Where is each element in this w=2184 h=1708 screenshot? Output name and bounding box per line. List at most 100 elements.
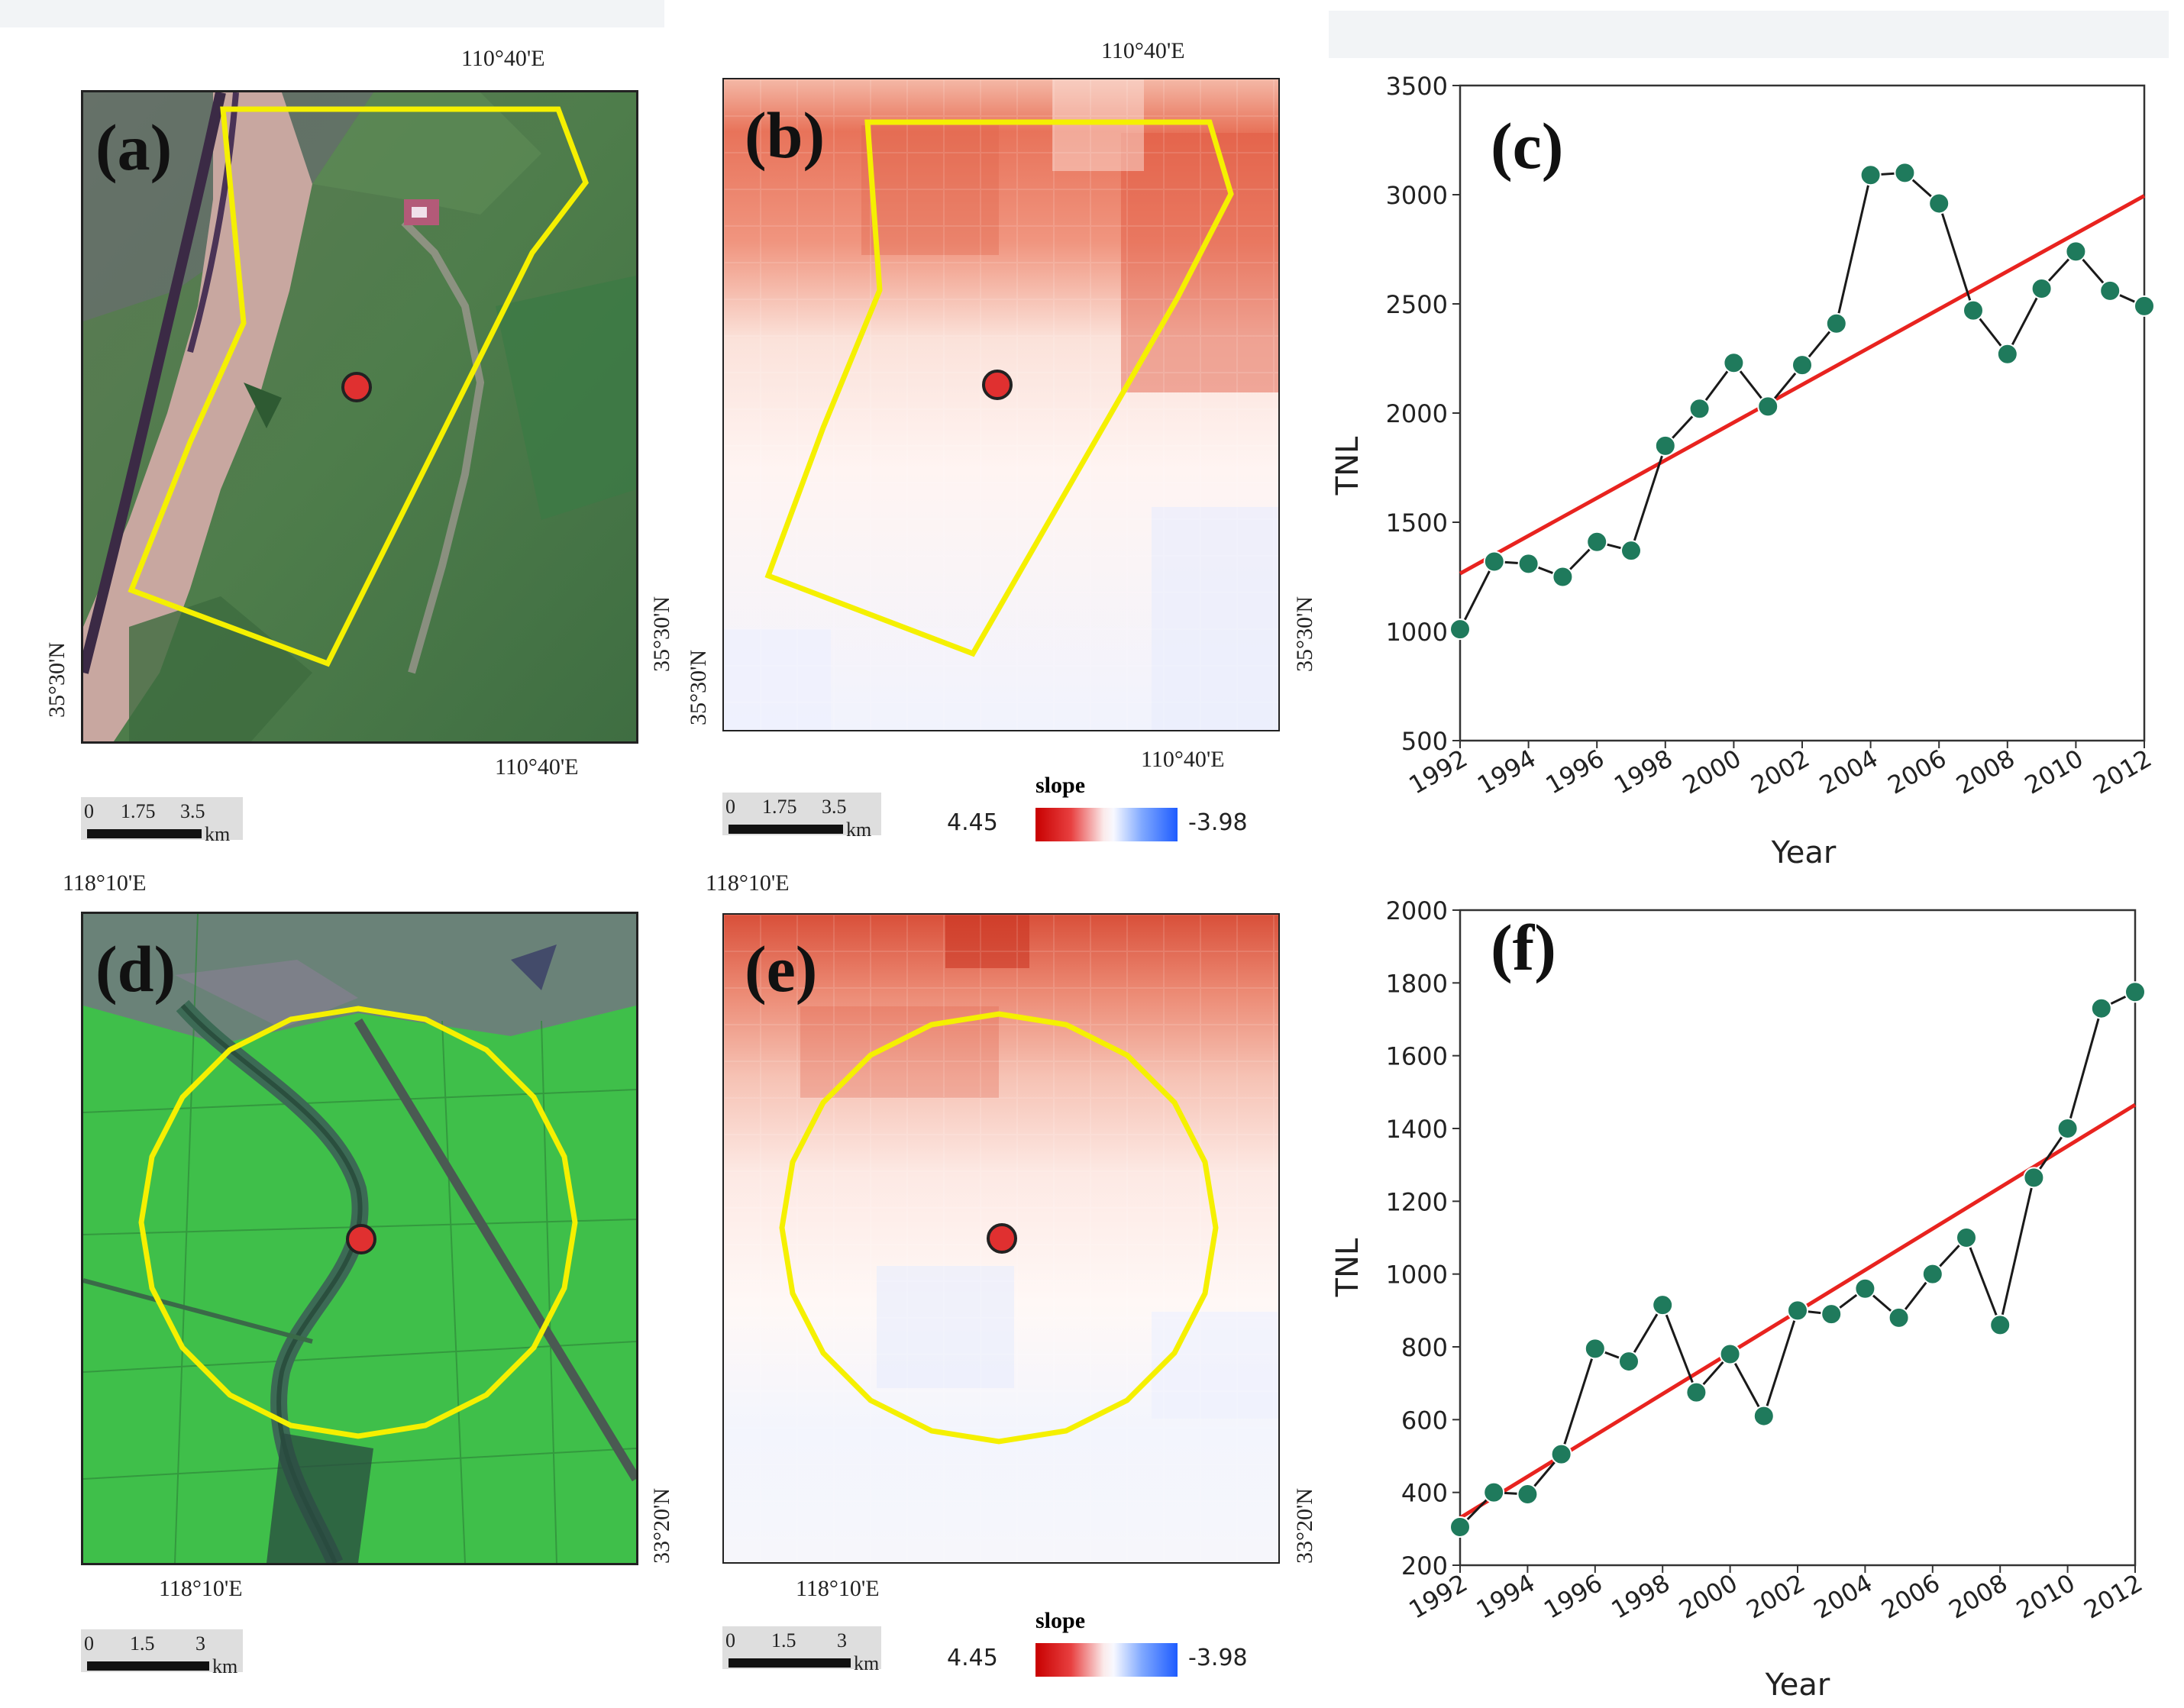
x-tick-label-c-2012: 2012 [2088, 744, 2157, 800]
data-point-c-2011 [2099, 279, 2121, 302]
data-point-c-1994 [1517, 553, 1539, 575]
data-point-c-2001 [1757, 396, 1779, 418]
panel-label-b: (b) [745, 98, 825, 172]
satellite-image-d [83, 914, 636, 1563]
lat-right-e: 33°20'N [1292, 1487, 1317, 1564]
lon-bottom-b: 110°40'E [1141, 747, 1225, 772]
data-point-f-1999 [1685, 1381, 1707, 1403]
data-point-c-2009 [2031, 277, 2053, 299]
scalebar-a-t2: 3.5 [180, 800, 205, 822]
scalebar-d-t2: 3 [195, 1632, 205, 1655]
plot-frame-c [1459, 84, 2146, 742]
lat-right-b: 35°30'N [1292, 596, 1317, 672]
chart-c-ylabel: TNL [1330, 436, 1365, 496]
study-boundary-d [138, 1006, 578, 1439]
data-point-c-1999 [1688, 398, 1711, 420]
chart-c: 500 1000 1500 2000 2500 3000 3500 1992 1994 1996 1… [1329, 69, 2169, 897]
legend-max-top: 4.45 [947, 809, 998, 836]
panel-label-e: (e) [745, 932, 818, 1006]
data-point-c-2004 [1859, 164, 1882, 186]
x-tick-label-c-2010: 2010 [2020, 744, 2089, 800]
tnl-series-line-c [1459, 171, 2145, 630]
x-tick-label-f-2012: 2012 [2079, 1568, 2147, 1625]
lat-left-b: 35°30'N [686, 649, 711, 725]
tnl-chart-f: 2004006008001000120014001600180020001992… [1330, 896, 2147, 1703]
data-point-f-1992 [1449, 1516, 1471, 1538]
satellite-map-d [81, 912, 638, 1565]
scalebar-e-t0: 0 [725, 1629, 735, 1651]
x-tick-label-c-1994: 1994 [1472, 744, 1541, 800]
data-point-c-1992 [1449, 618, 1471, 641]
y-tick-label-f-1400: 1400 [1386, 1115, 1448, 1144]
data-point-c-2005 [1894, 162, 1916, 184]
scalebar-d-t0: 0 [84, 1632, 94, 1655]
data-point-c-2002 [1791, 354, 1813, 376]
x-tick-label-f-2004: 2004 [1809, 1568, 1878, 1625]
data-point-f-2011 [2090, 997, 2112, 1019]
legend-color-ramp-bottom [1035, 1643, 1178, 1677]
panel-label-d: (d) [95, 932, 176, 1006]
legend-color-ramp-top [1035, 808, 1178, 841]
data-point-f-2007 [1956, 1227, 1977, 1248]
lat-right-a: 35°30'N [649, 596, 674, 672]
x-tick-label-c-2002: 2002 [1746, 744, 1814, 800]
site-marker-a [341, 372, 372, 402]
scalebar-e-t1: 1.5 [771, 1629, 796, 1651]
x-tick-label-f-2000: 2000 [1674, 1568, 1743, 1625]
x-tick-label-c-2004: 2004 [1814, 744, 1883, 800]
data-point-f-1995 [1550, 1443, 1572, 1465]
y-tick-label-c-2000: 2000 [1386, 399, 1448, 428]
x-tick-label-f-2010: 2010 [2011, 1568, 2080, 1625]
legend-title-bottom: slope [1035, 1608, 1086, 1633]
study-boundary-b [764, 119, 1234, 657]
lon-top-a: 110°40'E [461, 46, 545, 71]
y-tick-label-f-400: 400 [1401, 1479, 1448, 1508]
chart-f-ylabel: TNL [1330, 1238, 1365, 1297]
y-tick-label-f-2000: 2000 [1386, 901, 1448, 925]
data-point-f-1993 [1483, 1481, 1505, 1503]
data-point-f-2010 [2056, 1118, 2079, 1139]
plot-frame-f [1459, 909, 2137, 1567]
site-marker-d [346, 1224, 376, 1254]
trend-line-c [1459, 194, 2146, 576]
study-boundary-a [128, 106, 589, 667]
y-tick-label-c-1000: 1000 [1386, 618, 1448, 647]
data-point-f-2012 [2124, 981, 2146, 1003]
scalebar-b-unit: km [846, 818, 872, 841]
x-tick-label-f-2006: 2006 [1876, 1568, 1945, 1625]
scalebar-b-t2: 3.5 [822, 796, 847, 818]
data-point-c-2010 [2065, 241, 2087, 263]
x-tick-label-c-1996: 1996 [1541, 744, 1610, 800]
panel-label-c: (c) [1491, 109, 1563, 182]
x-tick-label-f-1996: 1996 [1539, 1568, 1607, 1625]
y-tick-label-f-1800: 1800 [1386, 969, 1448, 998]
x-tick-label-c-2008: 2008 [1951, 744, 2020, 800]
y-tick-label-f-1600: 1600 [1386, 1042, 1448, 1071]
data-point-f-2000 [1719, 1343, 1741, 1365]
data-point-f-2001 [1753, 1405, 1775, 1427]
x-tick-label-f-2008: 2008 [1944, 1568, 2013, 1625]
data-point-c-2003 [1825, 312, 1847, 334]
lon-top-d: 118°10'E [63, 870, 147, 896]
data-point-c-2000 [1723, 352, 1745, 374]
data-point-f-1997 [1618, 1351, 1640, 1373]
data-point-f-2005 [1888, 1306, 1910, 1329]
data-point-f-1998 [1652, 1294, 1674, 1316]
data-point-c-1997 [1620, 540, 1642, 562]
site-marker-e [987, 1223, 1017, 1254]
y-tick-label-c-2500: 2500 [1386, 290, 1448, 319]
data-point-c-1995 [1552, 566, 1574, 588]
y-tick-label-f-1200: 1200 [1386, 1187, 1448, 1216]
y-tick-label-c-500: 500 [1401, 727, 1448, 756]
scalebar-a-t1: 1.75 [121, 800, 156, 822]
data-point-c-1996 [1586, 531, 1608, 553]
data-point-c-1998 [1654, 434, 1676, 457]
data-point-c-2012 [2134, 295, 2155, 317]
legend-max-bottom: 4.45 [947, 1645, 998, 1671]
x-tick-label-c-2006: 2006 [1883, 744, 1952, 800]
data-point-f-2009 [2023, 1167, 2045, 1189]
lon-bottom-a: 110°40'E [495, 754, 579, 780]
y-tick-label-c-1500: 1500 [1386, 509, 1448, 538]
legend-min-bottom: -3.98 [1188, 1645, 1248, 1671]
